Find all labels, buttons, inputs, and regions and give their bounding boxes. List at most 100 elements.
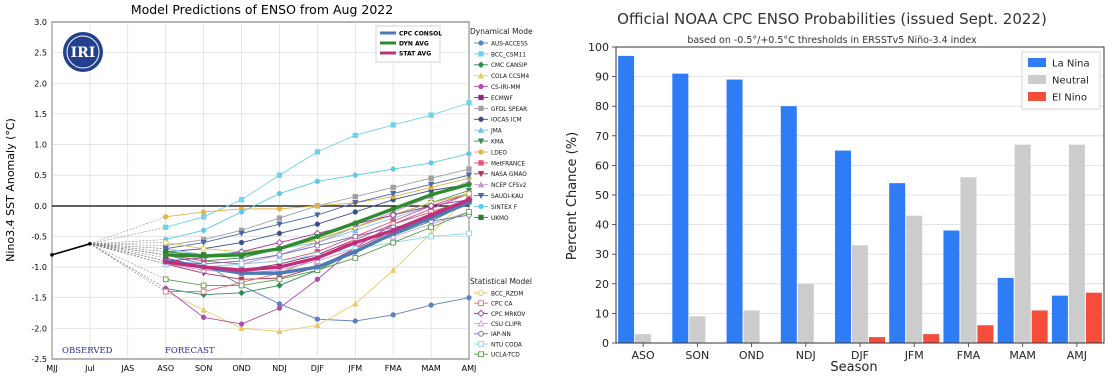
- dynamical-legend-title: Dynamical Mode: [470, 27, 533, 36]
- plume-x-ticks: MJJ Jul JAS ASO SON OND NDJ DJF JFM FMA MAM AMJ: [46, 364, 476, 373]
- series-point: [428, 112, 434, 118]
- series-point: [276, 230, 283, 237]
- enso-plume-chart: Model Predictions of ENSO from Aug 2022 …: [4, 2, 533, 373]
- series-point: [200, 245, 207, 252]
- series-point: [428, 224, 434, 231]
- model-legend-label: UCLA-TCD: [491, 353, 520, 359]
- dynamical-model-legend: AUS-ACCESS BCC_CSM11 CMC CANSIP COLA CCSM4 C…: [474, 40, 530, 222]
- probability-x-tick-label: DJF: [851, 349, 869, 362]
- series-point: [352, 132, 358, 139]
- plume-x-tick-label: MJJ: [46, 364, 58, 373]
- series-point: [314, 276, 321, 282]
- model-legend-label: NTU CODA: [491, 342, 522, 348]
- bar-la-nina: [726, 79, 743, 343]
- probability-chart-subtitle: based on -0.5°/+0.5°C thresholds in ERSS…: [687, 35, 977, 46]
- average-point: [238, 267, 245, 273]
- legend-label: Neutral: [1052, 76, 1089, 87]
- average-point: [276, 264, 283, 270]
- bar-neutral: [852, 245, 868, 343]
- series-point: [200, 227, 207, 233]
- model-legend-label: LDEO: [491, 150, 507, 156]
- probability-legend: La Nina Neutral El Nino: [1021, 51, 1101, 110]
- iri-logo-text: IRI: [71, 45, 96, 61]
- probability-x-tick-label: ASO: [632, 349, 656, 362]
- probability-x-tick-label: JFM: [904, 349, 924, 362]
- model-legend-label: CMC CANSIP: [491, 63, 528, 69]
- series-point: [389, 211, 397, 219]
- series-point: [390, 184, 396, 191]
- series-point: [238, 321, 245, 327]
- fan-line: [89, 243, 166, 246]
- model-legend-marker: [477, 61, 485, 69]
- series-point: [466, 209, 472, 215]
- average-legend-label: CPC CONSOL: [399, 31, 442, 38]
- model-legend-marker: [478, 300, 484, 307]
- series-point: [276, 251, 283, 258]
- plume-y-tick-label: 1.0: [34, 141, 47, 150]
- model-legend-label: MetFRANCE: [491, 161, 525, 167]
- plume-y-ticks: -2.5 -2.0 -1.5 -1.0 -0.5 0.0 0.5 1.0 1.5 2.0 2.5 3.…: [31, 18, 47, 364]
- model-legend-marker: [478, 94, 484, 101]
- plume-x-tick-label: OND: [232, 364, 250, 373]
- fan-line: [89, 216, 166, 245]
- plume-x-tick-label: MAM: [421, 364, 440, 373]
- legend-swatch-la-nina: [1028, 58, 1046, 67]
- plume-x-tick-label: AMJ: [462, 364, 477, 373]
- series-point: [352, 233, 359, 240]
- model-legend-marker: [477, 171, 485, 178]
- plume-y-tick-label: -1.0: [31, 263, 47, 272]
- model-legend-label: CS-IRI-MM: [491, 85, 520, 91]
- probability-x-axis-label: Season: [830, 360, 877, 375]
- average-series: [163, 181, 472, 276]
- series-point: [314, 178, 321, 184]
- bar-la-nina: [780, 106, 797, 343]
- bar-la-nina: [1051, 295, 1068, 343]
- model-legend-marker: [478, 83, 484, 90]
- series-point: [465, 172, 473, 179]
- probability-x-ticks: ASO SON OND NDJ DJF JFM FMA MAM AMJ: [632, 343, 1087, 362]
- series-point: [200, 306, 207, 313]
- probability-y-tick-label: 50: [595, 189, 609, 202]
- series-point: [390, 312, 396, 318]
- average-point: [314, 233, 320, 240]
- model-legend-label: IOCAS ICM: [491, 118, 522, 124]
- series-point: [466, 151, 472, 157]
- bar-la-nina: [672, 73, 689, 343]
- fan-line: [89, 243, 166, 249]
- average-point: [390, 227, 396, 233]
- series-point: [314, 149, 321, 155]
- average-point: [314, 264, 320, 270]
- series-point: [389, 190, 397, 197]
- series-point: [276, 172, 283, 178]
- series-point: [314, 221, 321, 227]
- plume-y-axis-label: Nino3.4 SST Anomaly (°C): [4, 118, 17, 262]
- series-point: [162, 276, 169, 283]
- fan-line: [89, 243, 166, 289]
- average-point: [352, 220, 358, 226]
- probability-y-tick-label: 10: [595, 307, 609, 320]
- model-series: [162, 100, 473, 335]
- model-legend-label: NASA GMAO: [491, 172, 527, 178]
- series-point: [238, 282, 245, 289]
- bar-neutral: [1068, 144, 1085, 343]
- statistical-legend-title: Statistical Model: [470, 277, 532, 286]
- series-point: [276, 276, 283, 283]
- series-point: [276, 206, 283, 212]
- probability-x-tick-label: AMJ: [1067, 349, 1087, 362]
- series-point: [200, 209, 207, 215]
- series-point: [466, 190, 472, 197]
- bar-neutral: [1014, 144, 1031, 343]
- model-legend-marker: [478, 203, 484, 210]
- model-legend-label: GFDL SPEAR: [491, 107, 527, 113]
- series-point: [466, 100, 472, 106]
- probability-y-ticks: 0 10 20 30 40 50 60 70 80 90 100: [588, 41, 616, 350]
- series-point: [352, 318, 358, 324]
- bar-el-nino: [1085, 292, 1102, 343]
- series-point: [314, 321, 321, 328]
- probability-y-tick-label: 100: [588, 41, 609, 54]
- series-point: [238, 324, 245, 332]
- average-point: [201, 264, 207, 270]
- series-point: [162, 239, 169, 246]
- model-legend-label: BCC_CSM11: [491, 52, 526, 58]
- observed-point: [88, 242, 92, 246]
